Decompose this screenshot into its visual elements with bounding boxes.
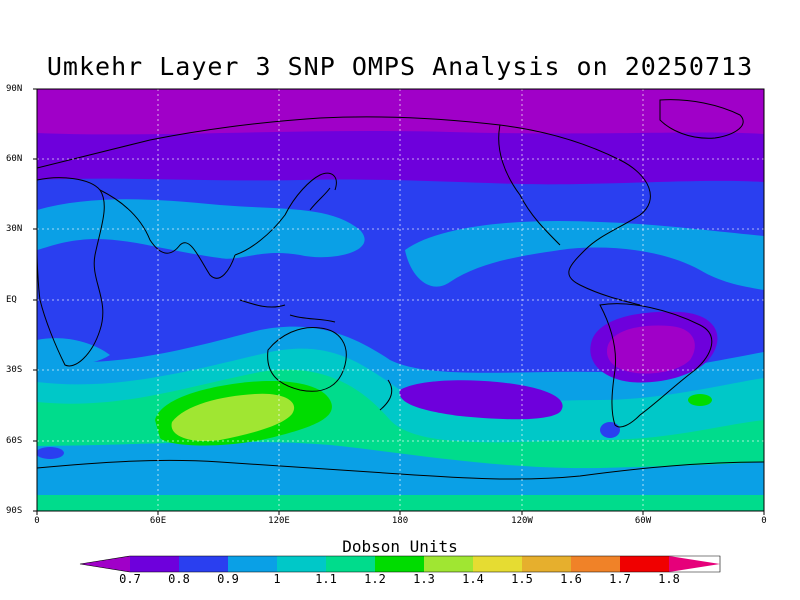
colorbar-swatch — [620, 556, 669, 572]
colorbar-label: 1.2 — [364, 572, 386, 586]
band-1.4-indian — [171, 393, 295, 442]
colorbar-swatch — [228, 556, 277, 572]
colorbar-low-arrow — [80, 556, 130, 572]
colorbar-label: 1.4 — [462, 572, 484, 586]
y-label-60n: 60N — [6, 154, 23, 164]
band-0.8-north — [37, 131, 764, 185]
contour-field — [37, 89, 764, 511]
colorbar-label: 0.7 — [119, 572, 141, 586]
x-label-180: 180 — [391, 516, 409, 526]
x-label-120e: 120E — [268, 516, 290, 526]
colorbar-swatch — [179, 556, 228, 572]
colorbar-swatch — [522, 556, 571, 572]
colorbar-title: Dobson Units — [342, 537, 458, 556]
y-label-90s: 90S — [6, 506, 23, 516]
grid-lines — [37, 89, 764, 511]
colorbar-swatch — [130, 556, 179, 572]
map-title: Umkehr Layer 3 SNP OMPS Analysis on 2025… — [46, 52, 754, 81]
colorbar-high-arrow — [669, 556, 720, 572]
band-0.7-samerica — [606, 325, 695, 374]
colorbar-label: 1.8 — [658, 572, 680, 586]
band-1.2-pole — [37, 495, 764, 511]
y-label-90n: 90N — [6, 84, 23, 94]
colorbar-swatch — [473, 556, 522, 572]
colorbar-label: 1.5 — [511, 572, 533, 586]
coastlines — [37, 99, 764, 480]
colorbar-label: 1.6 — [560, 572, 582, 586]
y-label-eq: EQ — [6, 295, 17, 305]
axis-ticks — [33, 88, 765, 515]
x-label-60w: 60W — [634, 516, 652, 526]
colorbar-label: 1.3 — [413, 572, 435, 586]
colorbar — [79, 555, 721, 573]
band-1.3-atlantic — [688, 394, 712, 406]
y-label-60s: 60S — [6, 436, 23, 446]
x-label-120w: 120W — [511, 516, 533, 526]
colorbar-label: 0.8 — [168, 572, 190, 586]
colorbar-swatch — [375, 556, 424, 572]
y-label-30s: 30S — [6, 365, 23, 375]
colorbar-swatch — [326, 556, 375, 572]
colorbar-label: 1.7 — [609, 572, 631, 586]
x-label-0: 0 — [34, 516, 40, 526]
x-label-60e: 60E — [149, 516, 167, 526]
band-1.0-nh-west — [37, 199, 365, 259]
band-1.0-antarctic — [37, 441, 764, 495]
colorbar-swatch — [571, 556, 620, 572]
band-1.0-nh-east — [405, 220, 764, 290]
colorbar-label: 1 — [273, 572, 281, 586]
colorbar-swatch — [277, 556, 326, 572]
band-0.7-north — [37, 89, 764, 137]
colorbar-swatch — [424, 556, 473, 572]
y-label-30n: 30N — [6, 224, 23, 234]
x-label-0-east: 0 — [761, 516, 767, 526]
band-0.9-horn — [600, 422, 620, 438]
colorbar-label: 0.9 — [217, 572, 239, 586]
band-0.9-sw — [37, 447, 64, 459]
colorbar-label: 1.1 — [315, 572, 337, 586]
